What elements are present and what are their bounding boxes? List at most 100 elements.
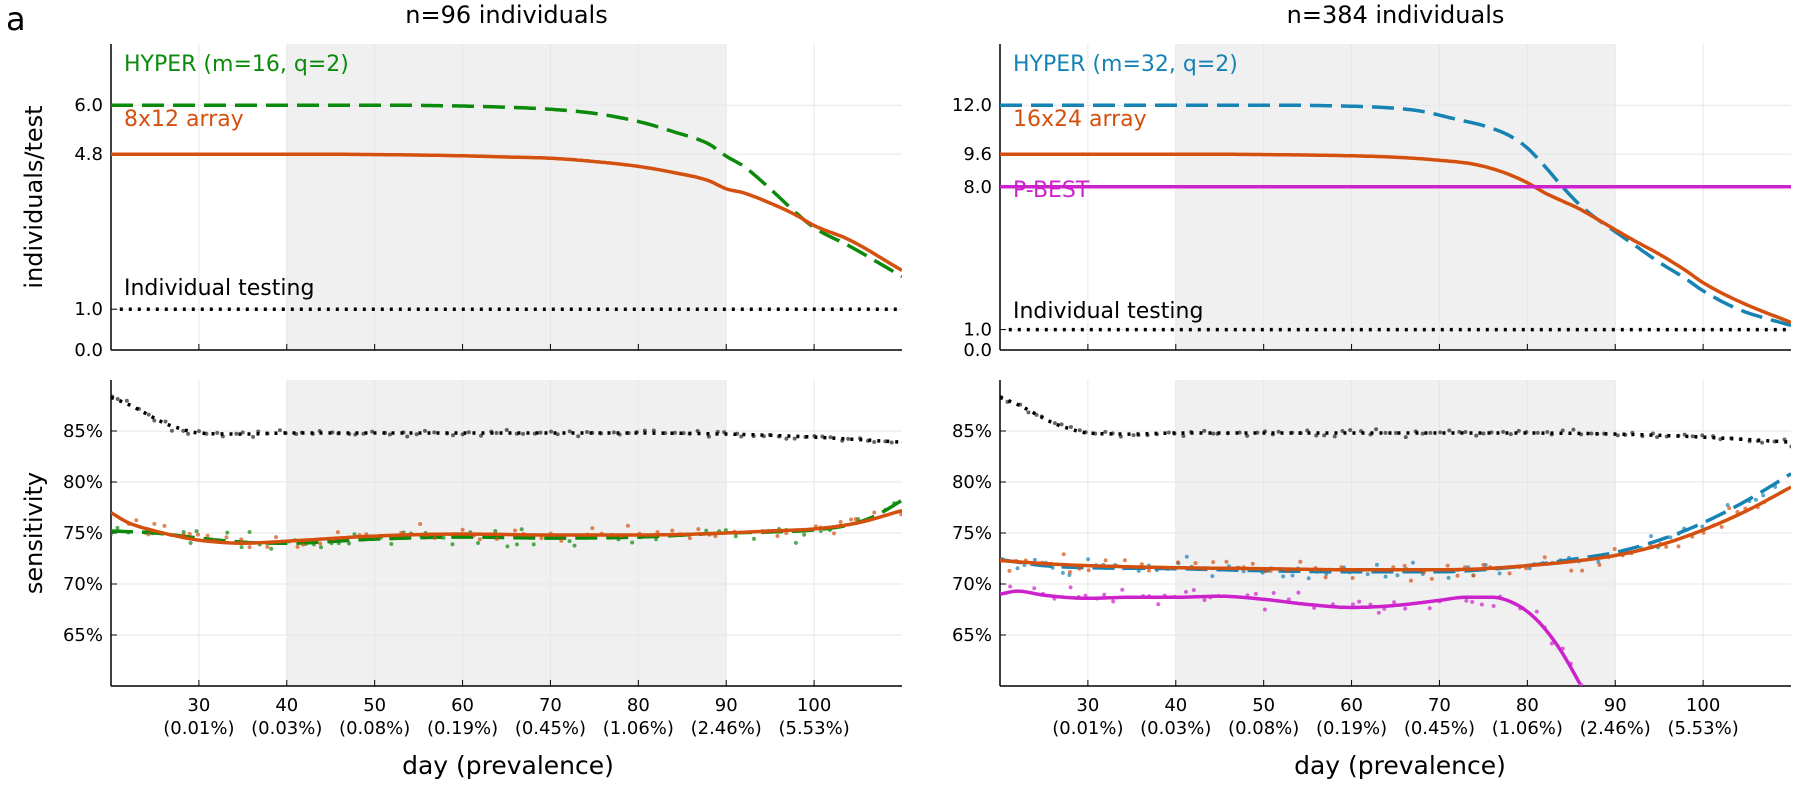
data-point-individual [169, 428, 174, 433]
data-point-array [1211, 560, 1216, 565]
data-point-hyper32 [1700, 524, 1705, 529]
data-point-array [1676, 544, 1681, 549]
data-point-individual [672, 430, 677, 435]
data-point-array [477, 537, 482, 542]
data-point-array [1445, 563, 1450, 568]
data-point-individual [1181, 433, 1186, 438]
data-point-hyper16 [793, 540, 798, 545]
x-tick-label: 60 [1340, 695, 1363, 716]
data-point-individual [1393, 430, 1398, 435]
data-point-array [1298, 559, 1303, 564]
data-point-pbest [1534, 609, 1539, 614]
data-point-individual [792, 436, 797, 441]
data-point-hyper32 [1725, 503, 1730, 508]
data-point-individual [1789, 444, 1791, 449]
data-point-individual [1383, 430, 1388, 435]
data-point-individual [901, 441, 902, 444]
series-line-array [1000, 485, 1791, 572]
data-point-hyper16 [572, 543, 577, 548]
x-tick-label: 90 [1604, 695, 1627, 716]
data-point-individual [277, 428, 282, 433]
data-point-individual [1420, 431, 1425, 436]
data-point-pbest [1111, 599, 1116, 604]
x-tick-label: 60 [451, 695, 474, 716]
data-point-individual [538, 430, 543, 435]
data-point-individual [706, 434, 711, 439]
data-point-individual [197, 429, 202, 434]
series-label: HYPER (m=16, q=2) [124, 52, 349, 77]
x-tick-label: 50 [1252, 695, 1275, 716]
data-point-pbest [1312, 605, 1317, 610]
x-tick-label: 70 [1428, 695, 1451, 716]
data-point-individual [1655, 435, 1660, 440]
data-point-array [1481, 562, 1486, 567]
data-point-individual [1103, 429, 1108, 434]
series-label: Individual testing [1013, 299, 1203, 324]
y-tick-label: 80% [63, 472, 103, 493]
panel-letter: a [6, 0, 26, 38]
data-point-hyper16 [111, 532, 113, 537]
data-point-hyper32 [1395, 573, 1400, 578]
y-tick-label: 0.0 [963, 340, 992, 361]
data-point-individual [504, 428, 509, 433]
data-point-individual [1026, 410, 1031, 415]
data-point-hyper16 [733, 534, 738, 539]
data-point-pbest [1191, 588, 1196, 593]
data-point-individual [414, 432, 419, 437]
data-point-hyper16 [269, 546, 274, 551]
data-point-array [418, 522, 423, 527]
data-point-individual [466, 430, 471, 435]
panel-top-right: 0.01.0 8.0 9.6 12.0 n=384 individuals HYPER (… [952, 1, 1791, 361]
y-tick-label: 0.0 [74, 340, 103, 361]
data-point-hyper16 [188, 541, 193, 546]
data-point-pbest [1427, 606, 1432, 611]
data-point-hyper32 [1648, 534, 1653, 539]
data-point-individual [1322, 433, 1327, 438]
data-point-array [335, 530, 340, 535]
data-point-hyper32 [1761, 493, 1766, 498]
data-point-array [162, 523, 167, 528]
data-point-individual [1348, 428, 1353, 433]
data-point-individual [1481, 431, 1486, 436]
data-point-individual [1447, 428, 1452, 433]
data-point-individual [432, 430, 437, 435]
data-point-individual [361, 431, 366, 436]
data-point-individual [1374, 427, 1379, 432]
data-point-individual [1545, 429, 1550, 434]
data-point-hyper32 [1446, 575, 1451, 580]
data-point-individual [1571, 427, 1576, 432]
data-point-individual [124, 398, 129, 403]
data-point-pbest [1470, 599, 1475, 604]
data-point-pbest [1183, 589, 1188, 594]
data-point-individual [1211, 431, 1216, 436]
data-point-individual [521, 431, 526, 436]
data-point-array [1103, 558, 1108, 563]
data-point-array [539, 536, 544, 541]
data-point-individual [1474, 433, 1479, 438]
x-tick-sublabel: (0.45%) [1404, 718, 1475, 739]
data-point-array [687, 536, 692, 541]
series-label: P-BEST [1013, 178, 1090, 203]
data-point-individual [1615, 433, 1620, 438]
data-point-individual [234, 431, 239, 436]
data-point-hyper32 [1383, 574, 1388, 579]
data-point-array [318, 541, 323, 546]
data-point-array [1580, 568, 1585, 573]
data-point-individual [549, 429, 554, 434]
data-point-pbest [1350, 602, 1355, 607]
data-point-individual [611, 430, 616, 435]
x-tick-sublabel: (0.01%) [1052, 718, 1123, 739]
data-point-array [1061, 552, 1066, 557]
data-point-array [1597, 562, 1602, 567]
data-point-array [1402, 563, 1407, 568]
data-point-array [1408, 578, 1413, 583]
data-point-pbest [1479, 602, 1484, 607]
data-point-individual [1052, 421, 1057, 426]
y-tick-label: 8.0 [963, 177, 992, 198]
data-point-array [1086, 568, 1091, 573]
data-point-array [1471, 573, 1476, 578]
data-point-pbest [1253, 591, 1258, 596]
x-axis-label-left: day (prevalence) [402, 751, 614, 780]
data-point-individual [422, 428, 427, 433]
